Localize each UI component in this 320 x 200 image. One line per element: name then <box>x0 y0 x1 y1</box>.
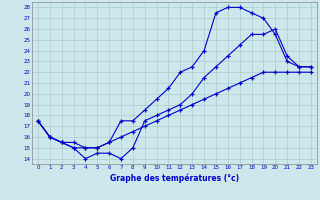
X-axis label: Graphe des températures (°c): Graphe des températures (°c) <box>110 173 239 183</box>
